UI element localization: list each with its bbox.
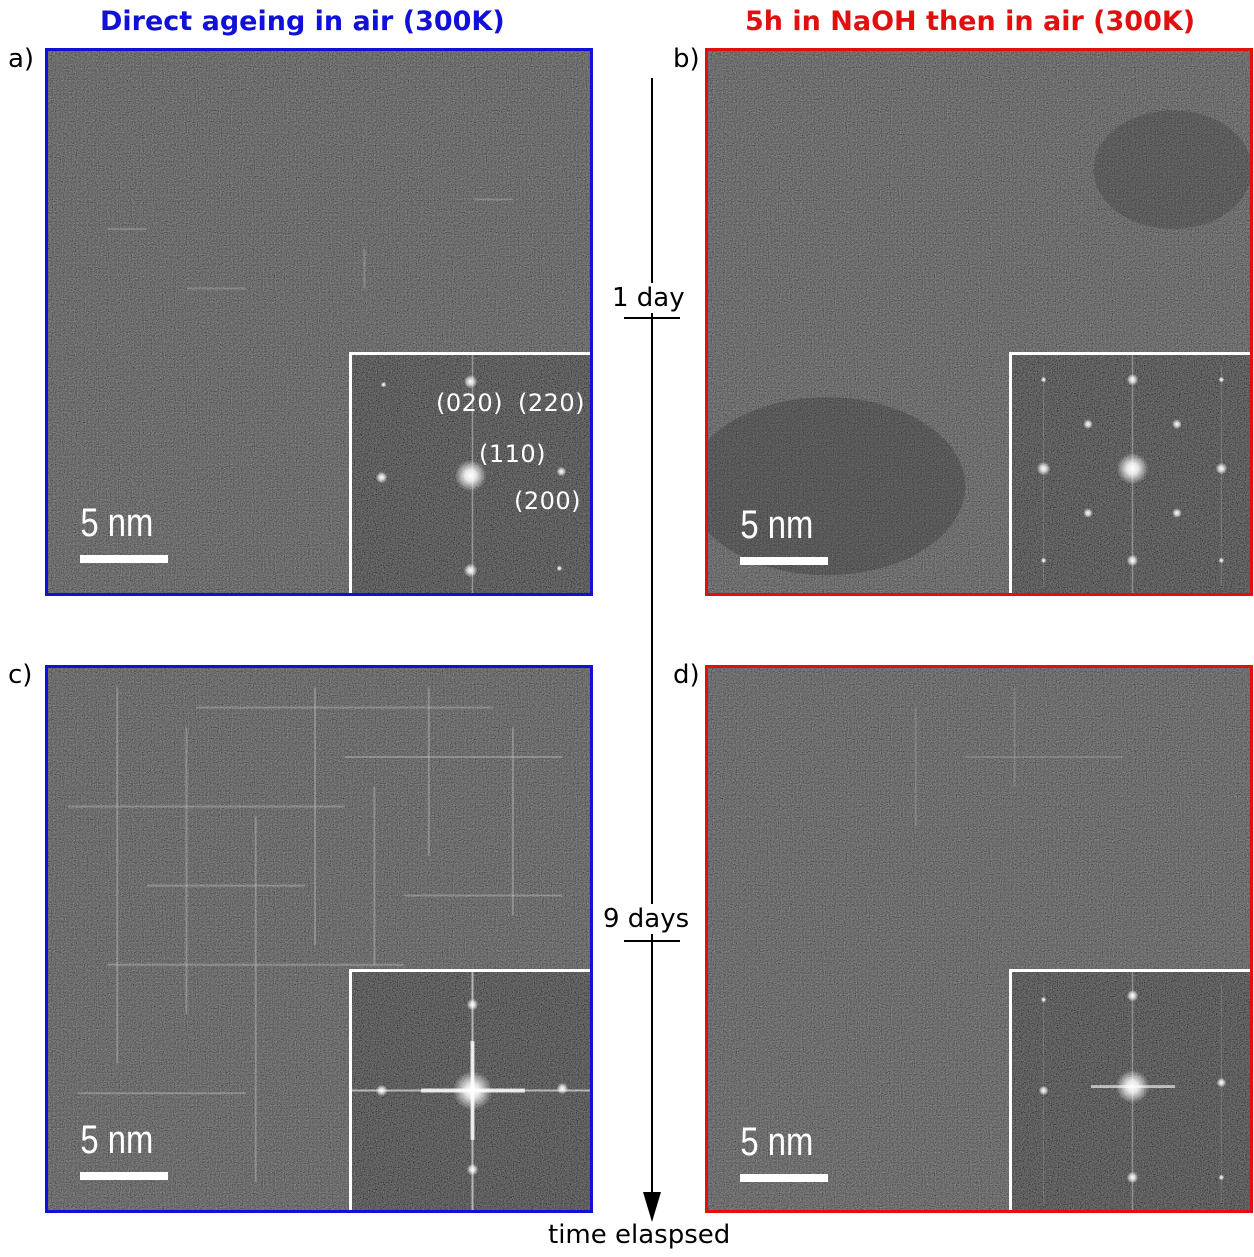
panel-c-tem-image: 5 nm — [45, 665, 593, 1213]
scale-bar-line — [80, 1172, 168, 1180]
fft-inset — [349, 969, 590, 1210]
fft-inset — [1009, 969, 1250, 1210]
fft-pattern — [1012, 972, 1250, 1210]
time-axis-title: time elaspsed — [548, 1220, 731, 1250]
scale-bar-line — [740, 1174, 828, 1182]
fft-index-020: (020) — [436, 389, 504, 417]
panel-a-label: a) — [8, 44, 35, 74]
panel-c-label: c) — [8, 660, 33, 690]
tem-texture — [48, 51, 590, 593]
left-column-title: Direct ageing in air (300K) — [100, 6, 505, 37]
scale-bar-label: 5 nm — [80, 501, 154, 545]
fft-pattern — [352, 355, 590, 593]
fft-inset — [1009, 352, 1250, 593]
panel-d-label: d) — [673, 660, 700, 690]
scale-bar-line — [80, 555, 168, 563]
scale-bar-line — [740, 557, 828, 565]
scale-bar-label: 5 nm — [80, 1118, 154, 1162]
fft-inset — [349, 352, 590, 593]
fft-index-220: (220) — [518, 389, 586, 417]
tick-1-day-label: 1 day — [610, 283, 687, 313]
panel-b-tem-image: 5 nm — [705, 48, 1253, 596]
fft-index-110: (110) — [479, 440, 547, 468]
scale-bar-label: 5 nm — [740, 1120, 814, 1164]
scale-bar-label: 5 nm — [740, 503, 814, 547]
fft-index-200: (200) — [514, 487, 582, 515]
panel-b-label: b) — [673, 44, 700, 74]
tick-9-days-label: 9 days — [601, 904, 692, 934]
right-column-title: 5h in NaOH then in air (300K) — [745, 6, 1196, 37]
fft-pattern — [1012, 355, 1250, 593]
time-axis-arrowhead — [643, 1192, 661, 1222]
panel-a-tem-image: 5 nm (020) (220) (110) (200) — [45, 48, 593, 596]
fft-pattern — [352, 972, 590, 1210]
panel-d-tem-image: 5 nm — [705, 665, 1253, 1213]
